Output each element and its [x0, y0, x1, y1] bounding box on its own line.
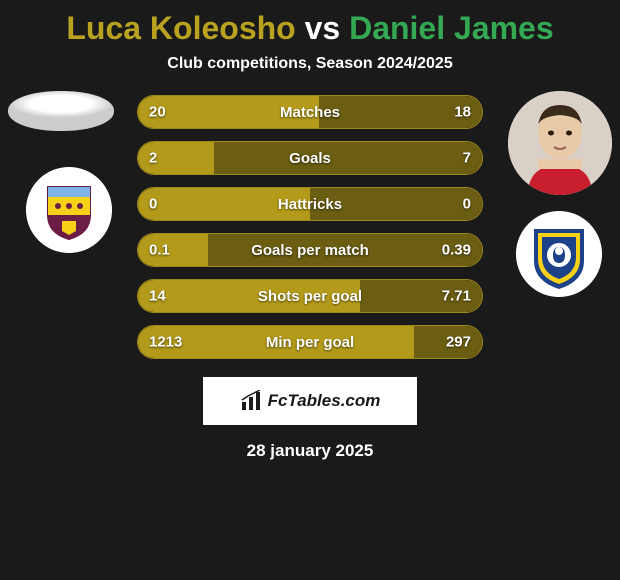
stat-row: 0.1 0.39 Goals per match	[137, 233, 483, 267]
stat-value-right: 297	[446, 334, 471, 351]
stat-value-left: 0.1	[149, 242, 170, 259]
stat-value-right: 0.39	[442, 242, 471, 259]
stat-value-left: 1213	[149, 334, 182, 351]
player2-photo	[508, 91, 612, 195]
stats-area: 20 18 Matches 2 7 Goals 0 0 Hattricks 0.1 0.39 Goal…	[0, 91, 620, 359]
stat-label: Goals per match	[251, 242, 369, 259]
stat-row: 20 18 Matches	[137, 95, 483, 129]
stat-label: Matches	[280, 104, 340, 121]
stat-label: Shots per goal	[258, 288, 362, 305]
stat-rows: 20 18 Matches 2 7 Goals 0 0 Hattricks 0.1 0.39 Goal…	[137, 91, 483, 359]
stat-label: Min per goal	[266, 334, 354, 351]
stat-value-left: 0	[149, 196, 157, 213]
stat-row: 0 0 Hattricks	[137, 187, 483, 221]
club1-badge	[26, 167, 112, 253]
stat-value-right: 7.71	[442, 288, 471, 305]
date-text: 28 january 2025	[0, 441, 620, 461]
stat-row: 1213 297 Min per goal	[137, 325, 483, 359]
comparison-title: Luca Koleosho vs Daniel James	[0, 10, 620, 47]
subtitle: Club competitions, Season 2024/2025	[0, 55, 620, 73]
vs-text: vs	[296, 10, 349, 46]
stat-value-right: 0	[463, 196, 471, 213]
stat-value-right: 7	[463, 150, 471, 167]
stat-label: Goals	[289, 150, 331, 167]
stat-value-left: 2	[149, 150, 157, 167]
stat-row: 2 7 Goals	[137, 141, 483, 175]
player2-name: Daniel James	[349, 10, 554, 46]
stat-row: 14 7.71 Shots per goal	[137, 279, 483, 313]
player1-photo	[8, 91, 114, 131]
stat-label: Hattricks	[278, 196, 342, 213]
stat-value-right: 18	[454, 104, 471, 121]
stat-value-left: 20	[149, 104, 166, 121]
branding-badge: FcTables.com	[203, 377, 417, 425]
branding-text: FcTables.com	[268, 391, 381, 411]
player1-name: Luca Koleosho	[66, 10, 295, 46]
club2-badge	[516, 211, 602, 297]
stat-bar-right	[214, 142, 482, 174]
stat-value-left: 14	[149, 288, 166, 305]
chart-bars-icon	[240, 390, 262, 412]
